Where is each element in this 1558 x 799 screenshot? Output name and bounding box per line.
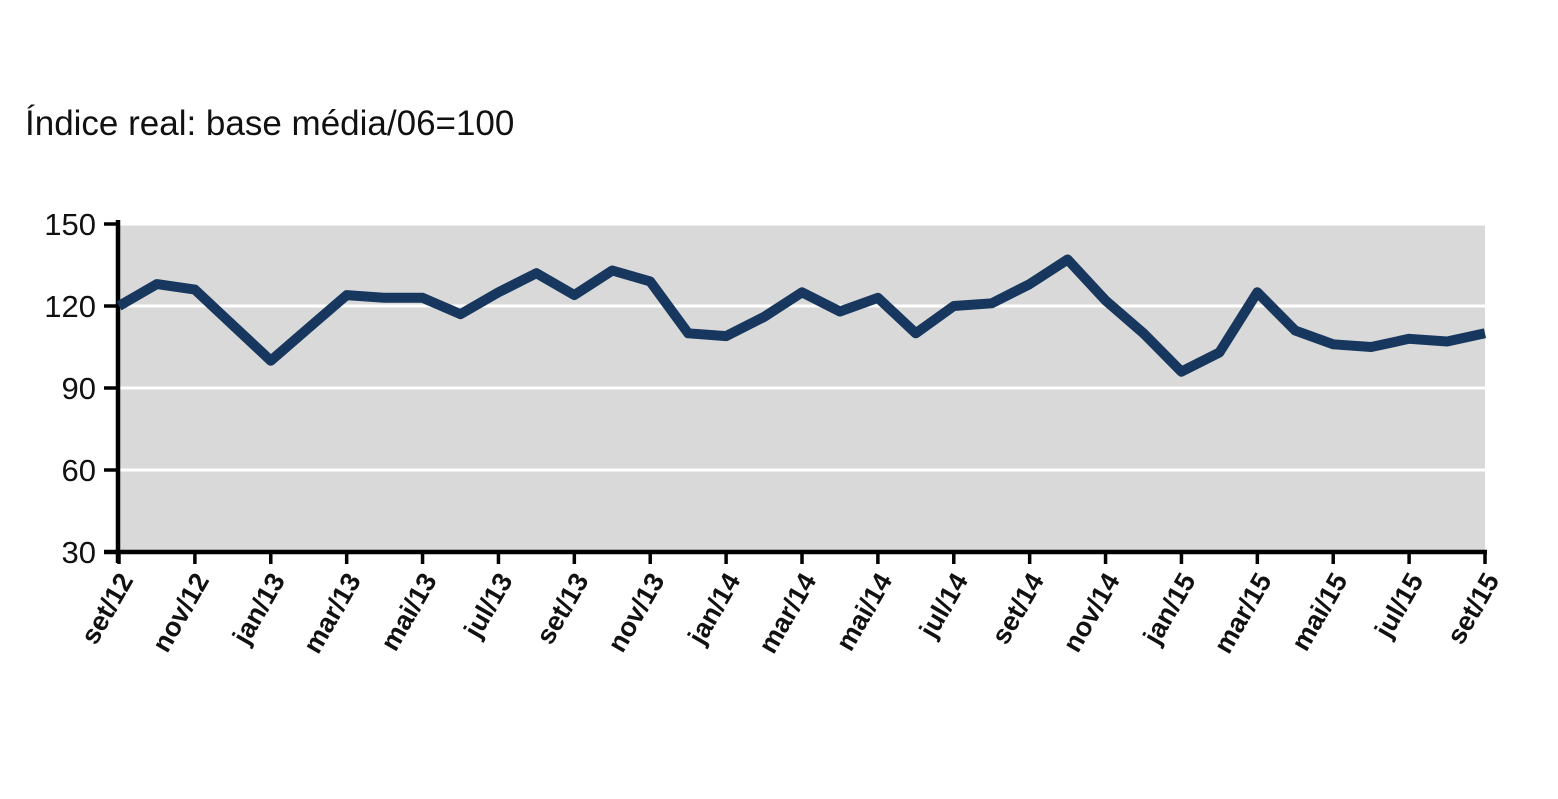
x-tick-label: jan/14 [682, 568, 747, 650]
x-tick-label: jul/15 [1368, 568, 1429, 644]
x-tick-label: set/15 [1441, 568, 1505, 649]
y-tick-label: 120 [44, 289, 96, 324]
data-line-indice-real [116, 254, 1487, 377]
x-tick-label: jul/13 [458, 568, 519, 644]
y-tick-label: 30 [62, 535, 96, 570]
x-tick-label: nov/12 [146, 568, 215, 657]
x-tick-label: mar/14 [753, 568, 823, 658]
x-tick-label: mai/14 [830, 568, 898, 656]
x-tick-label: jul/14 [913, 568, 974, 644]
y-tick-label: 60 [62, 453, 96, 488]
x-tick-label: jan/13 [226, 568, 291, 650]
x-tick-label: mar/13 [297, 568, 367, 658]
x-tick-label: set/13 [530, 568, 594, 649]
x-tick-label: nov/14 [1057, 568, 1126, 657]
x-tick-label: jan/15 [1137, 568, 1202, 650]
x-tick-label: mai/15 [1285, 568, 1353, 656]
x-tick-label: set/14 [986, 568, 1050, 649]
x-tick-label: mai/13 [375, 568, 443, 656]
y-tick-label: 90 [62, 371, 96, 406]
x-tick-label: set/12 [75, 568, 139, 649]
x-tick-label: mar/15 [1208, 568, 1278, 658]
x-tick-label: nov/13 [602, 568, 671, 657]
y-tick-label: 150 [44, 207, 96, 242]
chart-title: Índice real: base média/06=100 [25, 104, 515, 143]
